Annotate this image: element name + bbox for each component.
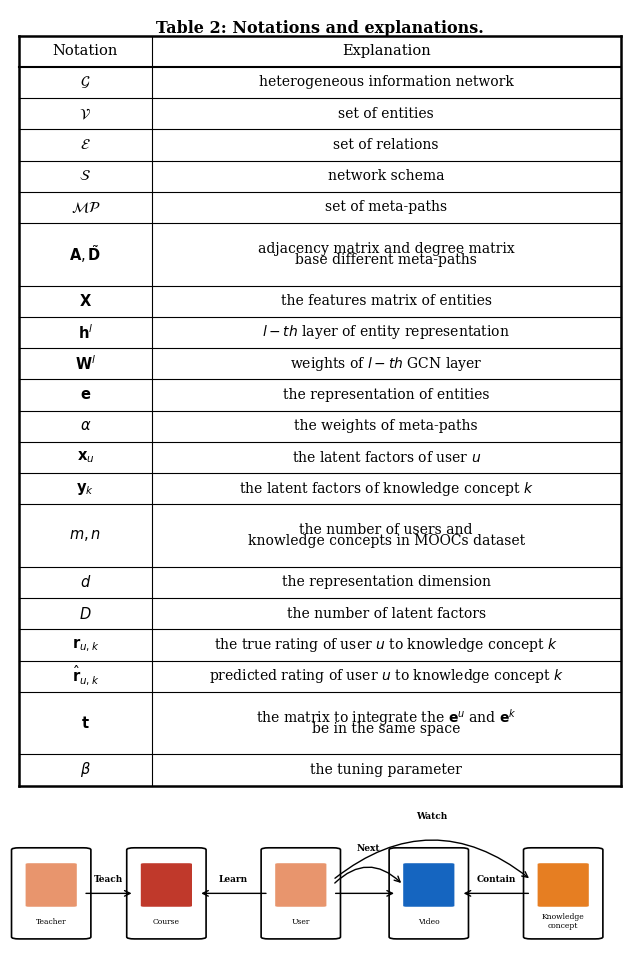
FancyBboxPatch shape: [524, 848, 603, 939]
Text: set of relations: set of relations: [333, 138, 439, 152]
Text: $\beta$: $\beta$: [80, 761, 91, 779]
Text: the true rating of user $u$ to knowledge concept $k$: the true rating of user $u$ to knowledge…: [214, 636, 558, 654]
Text: the latent factors of knowledge concept $k$: the latent factors of knowledge concept …: [239, 479, 534, 498]
Text: the representation of entities: the representation of entities: [283, 388, 490, 402]
Text: $\mathcal{MP}$: $\mathcal{MP}$: [70, 200, 100, 215]
Text: Course: Course: [153, 918, 180, 925]
Text: $D$: $D$: [79, 606, 92, 622]
Text: Teacher: Teacher: [36, 918, 67, 925]
Text: $\alpha$: $\alpha$: [79, 419, 91, 434]
Text: network schema: network schema: [328, 169, 444, 183]
Text: the features matrix of entities: the features matrix of entities: [281, 294, 492, 308]
Text: $m, n$: $m, n$: [69, 528, 101, 543]
FancyBboxPatch shape: [538, 863, 589, 907]
Text: be in the same space: be in the same space: [312, 722, 460, 736]
Text: base different meta-paths: base different meta-paths: [295, 253, 477, 267]
Text: $\mathcal{S}$: $\mathcal{S}$: [79, 169, 92, 183]
Text: Contain: Contain: [476, 876, 516, 884]
Text: Table 2: Notations and explanations.: Table 2: Notations and explanations.: [156, 20, 484, 36]
Text: the number of latent factors: the number of latent factors: [287, 607, 486, 621]
Text: $d$: $d$: [80, 574, 91, 590]
Text: $\mathbf{X}$: $\mathbf{X}$: [79, 293, 92, 309]
Text: User: User: [292, 918, 310, 925]
Text: $\mathcal{V}$: $\mathcal{V}$: [79, 106, 92, 122]
FancyBboxPatch shape: [403, 863, 454, 907]
FancyBboxPatch shape: [261, 848, 340, 939]
Text: Video: Video: [418, 918, 440, 925]
Text: Teach: Teach: [94, 876, 124, 884]
Text: $\mathbf{h}^l$: $\mathbf{h}^l$: [77, 323, 93, 342]
Text: the latent factors of user $u$: the latent factors of user $u$: [292, 450, 481, 465]
FancyBboxPatch shape: [141, 863, 192, 907]
FancyBboxPatch shape: [127, 848, 206, 939]
Text: Next: Next: [356, 844, 380, 853]
Text: $\mathbf{A}, \tilde{\mathbf{D}}$: $\mathbf{A}, \tilde{\mathbf{D}}$: [69, 243, 102, 265]
Text: Notation: Notation: [52, 44, 118, 58]
Text: $\mathbf{e}$: $\mathbf{e}$: [80, 388, 91, 402]
Text: the tuning parameter: the tuning parameter: [310, 763, 462, 777]
Text: $\mathbf{r}_{u,k}$: $\mathbf{r}_{u,k}$: [72, 636, 99, 654]
Text: heterogeneous information network: heterogeneous information network: [259, 76, 514, 89]
FancyBboxPatch shape: [12, 848, 91, 939]
Text: $\mathcal{E}$: $\mathcal{E}$: [80, 138, 91, 152]
Text: Explanation: Explanation: [342, 44, 431, 58]
Text: $\mathbf{t}$: $\mathbf{t}$: [81, 715, 90, 731]
FancyBboxPatch shape: [26, 863, 77, 907]
Text: the representation dimension: the representation dimension: [282, 575, 491, 590]
Text: Learn: Learn: [219, 876, 248, 884]
Text: knowledge concepts in MOOCs dataset: knowledge concepts in MOOCs dataset: [248, 534, 525, 548]
Text: set of entities: set of entities: [339, 106, 434, 121]
FancyBboxPatch shape: [389, 848, 468, 939]
Text: adjacency matrix and degree matrix: adjacency matrix and degree matrix: [258, 242, 515, 256]
Text: set of meta-paths: set of meta-paths: [325, 200, 447, 214]
Text: $l-th$ layer of entity representation: $l-th$ layer of entity representation: [262, 323, 510, 342]
Text: weights of $l-th$ GCN layer: weights of $l-th$ GCN layer: [290, 355, 483, 372]
FancyBboxPatch shape: [275, 863, 326, 907]
Text: Knowledge
concept: Knowledge concept: [542, 913, 584, 930]
Text: Watch: Watch: [417, 812, 447, 821]
Text: the weights of meta-paths: the weights of meta-paths: [294, 419, 478, 434]
Text: $\mathbf{y}_k$: $\mathbf{y}_k$: [76, 480, 94, 497]
Text: $\hat{\mathbf{r}}_{u,k}$: $\hat{\mathbf{r}}_{u,k}$: [72, 664, 99, 688]
Text: the matrix to integrate the $\mathbf{e}^u$ and $\mathbf{e}^k$: the matrix to integrate the $\mathbf{e}^…: [256, 707, 516, 728]
Text: $\mathcal{G}$: $\mathcal{G}$: [80, 75, 91, 90]
Text: $\mathbf{x}_u$: $\mathbf{x}_u$: [77, 450, 94, 465]
Text: the number of users and: the number of users and: [300, 523, 473, 537]
Text: predicted rating of user $u$ to knowledge concept $k$: predicted rating of user $u$ to knowledg…: [209, 667, 564, 685]
Text: $\mathbf{W}^l$: $\mathbf{W}^l$: [75, 354, 96, 373]
